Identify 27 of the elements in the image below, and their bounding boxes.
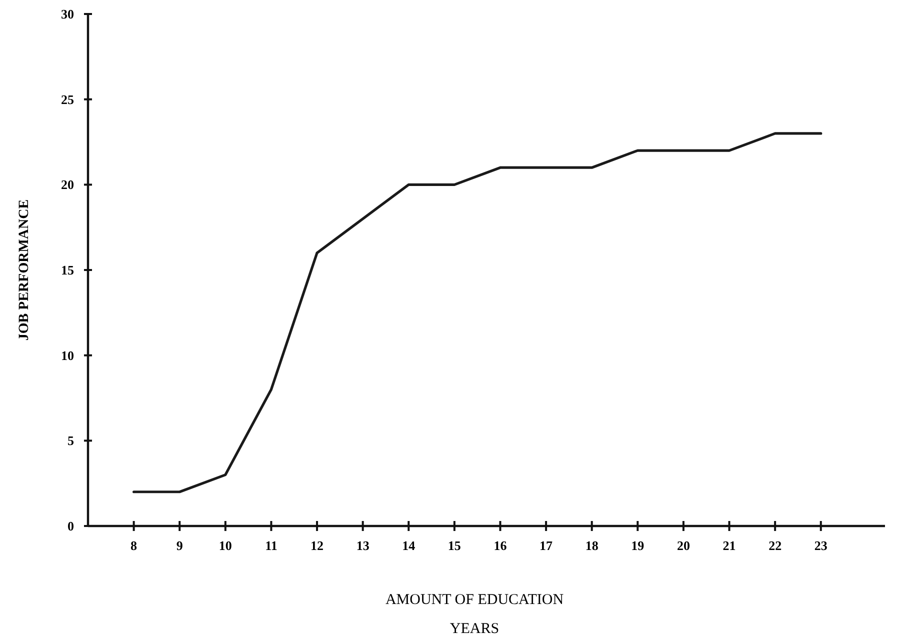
x-tick-label: 16 [494, 538, 508, 553]
x-tick-label: 14 [402, 538, 416, 553]
x-tick-label: 8 [130, 538, 138, 553]
x-tick-label: 19 [631, 538, 645, 553]
y-tick-label: 20 [61, 177, 74, 192]
x-tick-label: 9 [176, 538, 184, 553]
x-tick-label: 18 [585, 538, 599, 553]
y-axis-title: JOB PERFORMANCE [17, 199, 32, 341]
y-tick-label: 5 [68, 433, 74, 448]
y-tick-label: 15 [61, 262, 74, 278]
x-tick-label: 13 [356, 538, 370, 553]
y-tick-label: 10 [61, 348, 74, 363]
y-tick-label: 0 [68, 518, 74, 534]
x-tick-label: 23 [814, 538, 828, 553]
x-tick-label: 21 [722, 538, 736, 553]
line-series [132, 132, 822, 494]
x-axis-title: AMOUNT OF EDUCATION [385, 592, 564, 608]
x-tick-label: 22 [768, 538, 782, 553]
y-tick-label: 25 [61, 92, 74, 107]
x-tick-label: 10 [218, 538, 232, 553]
x-tick-label: 11 [265, 538, 278, 553]
x-tick-label: 20 [676, 538, 690, 553]
x-tick-label: 15 [448, 538, 462, 553]
x-tick-label: 17 [540, 538, 554, 553]
y-tick-label: 30 [61, 6, 74, 22]
x-tick-label: 12 [310, 538, 324, 553]
text: YEARS [450, 621, 500, 637]
